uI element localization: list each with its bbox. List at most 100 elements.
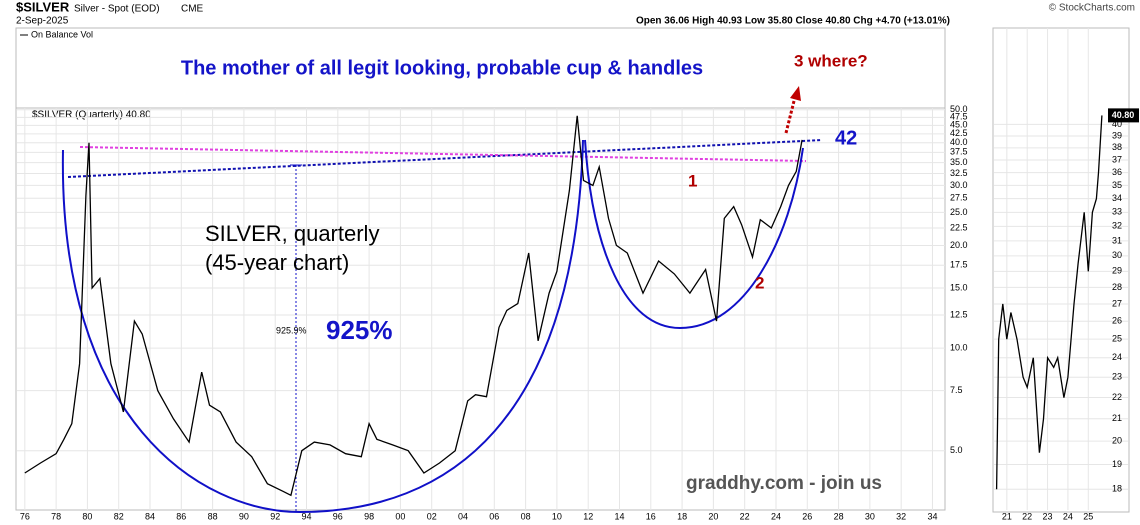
x-tick-label: 16 <box>646 511 656 521</box>
indicator-label: On Balance Vol <box>31 29 93 39</box>
y-tick-label: 45.0 <box>950 120 968 130</box>
annotation: graddhy.com - join us <box>686 473 882 494</box>
y-tick-label: 30.0 <box>950 180 968 190</box>
y-tick-label: 32.5 <box>950 168 968 178</box>
x-tick-label: 28 <box>834 511 844 521</box>
value-label: 40.80 <box>1112 110 1135 120</box>
annotation: 925.9% <box>276 325 307 335</box>
y-tick-label: 21 <box>1112 413 1122 423</box>
y-tick-label: 42.5 <box>950 128 968 138</box>
value-label-box <box>1108 108 1139 123</box>
legend-label: $SILVER (Quarterly) 40.80 <box>32 110 151 121</box>
x-tick-label: 21 <box>1002 511 1012 521</box>
arrow-line <box>784 96 797 134</box>
y-tick-label: 32 <box>1112 221 1122 231</box>
x-tick-label: 14 <box>614 511 624 521</box>
y-tick-label: 29 <box>1112 266 1122 276</box>
annotation: 925% <box>326 315 393 345</box>
y-tick-label: 40 <box>1112 119 1122 129</box>
y-tick-label: 26 <box>1112 316 1122 326</box>
y-tick-label: 10.0 <box>950 342 968 352</box>
x-tick-label: 06 <box>489 511 499 521</box>
side-panel <box>992 27 1130 513</box>
y-tick-label: 47.5 <box>950 112 968 122</box>
x-tick-label: 02 <box>427 511 437 521</box>
x-tick-label: 90 <box>239 511 249 521</box>
y-tick-label: 27.5 <box>950 193 968 203</box>
x-tick-label: 92 <box>270 511 280 521</box>
y-tick-label: 39 <box>1112 130 1122 140</box>
x-tick-label: 04 <box>458 511 468 521</box>
y-tick-label: 18 <box>1112 484 1122 494</box>
y-tick-label: 25.0 <box>950 207 968 217</box>
y-tick-label: 25 <box>1112 334 1122 344</box>
annotation: 2 <box>755 273 764 292</box>
annotation: (45-year chart) <box>205 250 349 275</box>
trendline <box>67 139 823 178</box>
x-tick-label: 78 <box>51 511 61 521</box>
y-tick-label: 40.0 <box>950 137 968 147</box>
handle-curve <box>584 139 804 330</box>
x-tick-label: 08 <box>521 511 531 521</box>
x-tick-label: 34 <box>927 511 937 521</box>
y-tick-label: 30 <box>1112 250 1122 260</box>
y-tick-label: 5.0 <box>950 445 963 455</box>
x-tick-label: 24 <box>771 511 781 521</box>
x-tick-label: 24 <box>1063 511 1073 521</box>
y-tick-label: 34 <box>1112 193 1122 203</box>
chart-title: The mother of all legit looking, probabl… <box>181 57 703 79</box>
x-tick-label: 32 <box>896 511 906 521</box>
annotation: 1 <box>688 171 697 190</box>
x-tick-label: 94 <box>302 511 312 521</box>
x-tick-label: 23 <box>1043 511 1053 521</box>
x-tick-label: 30 <box>865 511 875 521</box>
y-tick-label: 17.5 <box>950 260 968 270</box>
price-line <box>24 115 803 497</box>
x-tick-label: 18 <box>677 511 687 521</box>
y-tick-label: 33 <box>1112 207 1122 217</box>
ohlc: Open 36.06 High 40.93 Low 35.80 Close 40… <box>636 16 950 27</box>
y-tick-label: 28 <box>1112 282 1122 292</box>
exchange: CME <box>181 4 204 15</box>
y-tick-label: 37.5 <box>950 147 968 157</box>
y-tick-label: 23 <box>1112 372 1122 382</box>
y-tick-label: 35 <box>1112 180 1122 190</box>
x-tick-label: 25 <box>1083 511 1093 521</box>
x-tick-label: 80 <box>82 511 92 521</box>
x-tick-label: 84 <box>145 511 155 521</box>
y-tick-label: 31 <box>1112 235 1122 245</box>
y-tick-label: 12.5 <box>950 309 968 319</box>
x-tick-label: 22 <box>1022 511 1032 521</box>
x-tick-label: 76 <box>20 511 30 521</box>
y-tick-label: 19 <box>1112 459 1122 469</box>
x-tick-label: 00 <box>395 511 405 521</box>
annotation: 42 <box>835 127 857 149</box>
symbol: $SILVER <box>16 0 70 14</box>
date: 2-Sep-2025 <box>16 16 69 27</box>
price-line <box>995 115 1103 490</box>
annotation: 3 where? <box>794 51 868 70</box>
y-tick-label: 50.0 <box>950 104 968 114</box>
y-tick-label: 35.0 <box>950 157 968 167</box>
x-tick-label: 10 <box>552 511 562 521</box>
rim-line <box>79 146 807 162</box>
drawn-overlays <box>61 86 823 514</box>
source: © StockCharts.com <box>1049 3 1135 14</box>
y-tick-label: 24 <box>1112 352 1122 362</box>
cup-curve <box>61 139 584 514</box>
arrow-head <box>790 86 801 101</box>
y-tick-label: 7.5 <box>950 385 963 395</box>
y-tick-label: 37 <box>1112 154 1122 164</box>
instrument-name: Silver - Spot (EOD) <box>74 4 160 15</box>
y-tick-label: 20 <box>1112 435 1122 445</box>
y-tick-label: 22 <box>1112 392 1122 402</box>
y-tick-label: 36 <box>1112 167 1122 177</box>
y-tick-label: 20.0 <box>950 240 968 250</box>
x-tick-label: 20 <box>708 511 718 521</box>
x-tick-label: 12 <box>583 511 593 521</box>
x-tick-label: 98 <box>364 511 374 521</box>
x-tick-label: 86 <box>176 511 186 521</box>
y-tick-label: 38 <box>1112 142 1122 152</box>
y-tick-label: 27 <box>1112 298 1122 308</box>
